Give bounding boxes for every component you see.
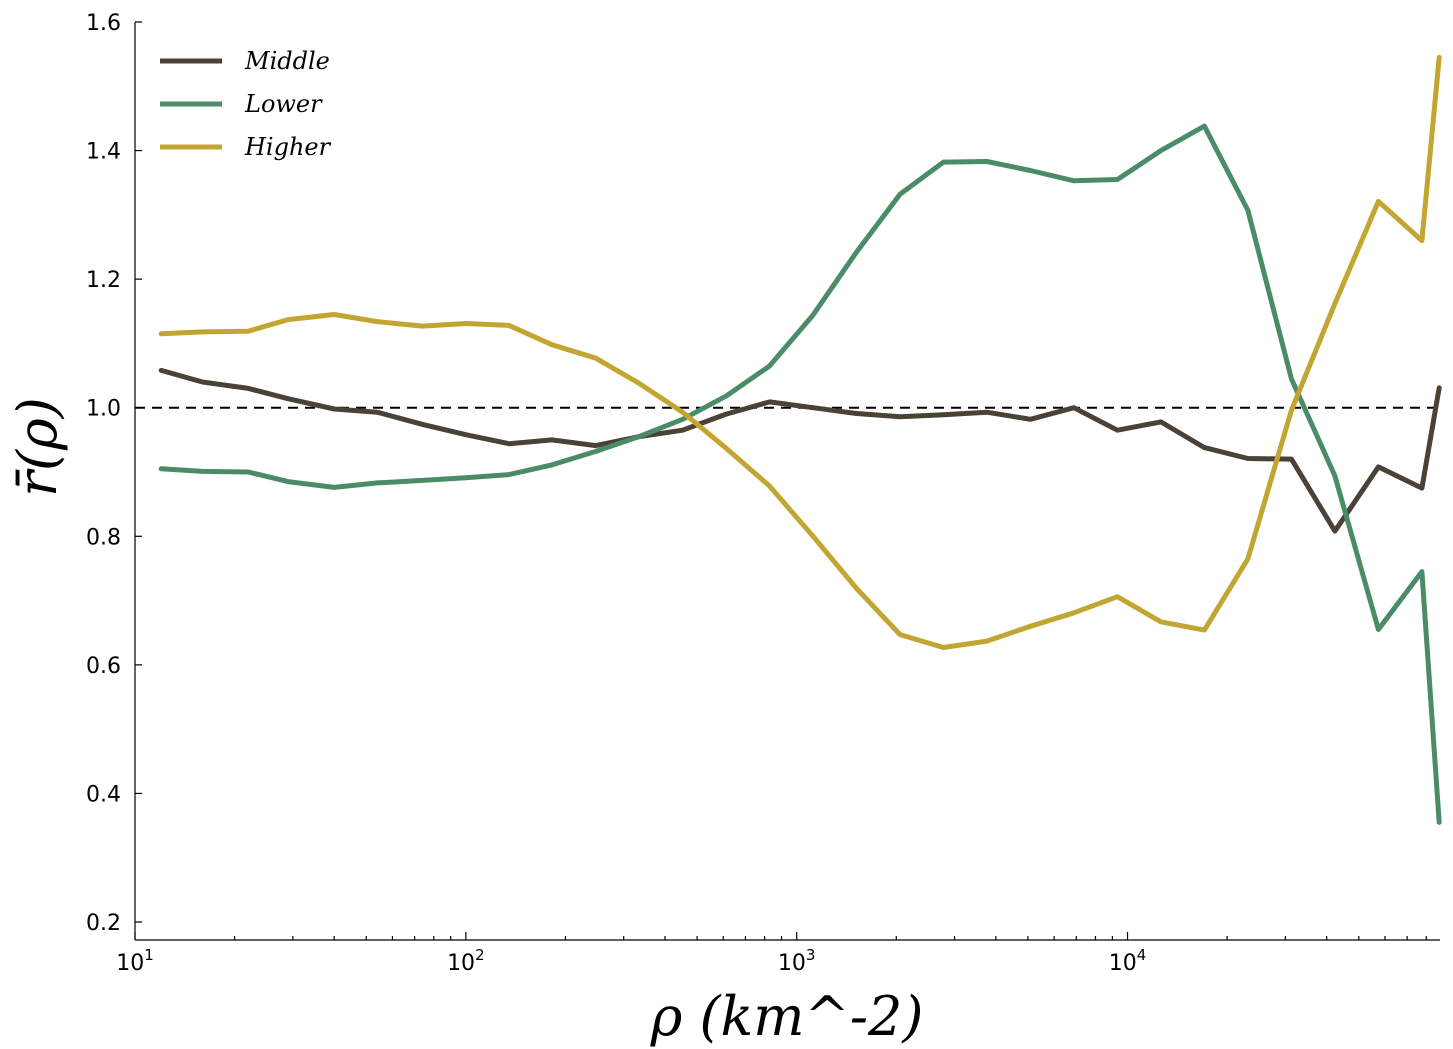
series-line-middle (158, 367, 1442, 534)
y-tick-label: 0.4 (86, 782, 121, 807)
x-tick-label: 101 (116, 946, 154, 976)
x-tick-exponent: 2 (475, 946, 485, 964)
series-line-lower (158, 123, 1442, 825)
x-tick-exponent: 1 (144, 946, 154, 964)
x-tick-exponent: 3 (806, 946, 816, 964)
legend-label-higher: Higher (244, 133, 332, 161)
x-axis-title: ρ (km^-2) (650, 985, 924, 1048)
x-tick-base: 10 (116, 951, 144, 976)
y-tick-label: 0.8 (86, 525, 121, 550)
x-tick-label: 104 (1109, 946, 1147, 976)
y-tick-label: 0.2 (86, 911, 121, 936)
x-tick-base: 10 (447, 951, 475, 976)
y-tick-label: 1.4 (86, 140, 121, 165)
series-line-higher (158, 54, 1442, 650)
x-tick-label: 102 (447, 946, 485, 976)
x-tick-base: 10 (1109, 951, 1137, 976)
x-tick-label: 103 (778, 946, 816, 976)
y-tick-label: 1.6 (86, 11, 121, 36)
series-layer (158, 54, 1442, 825)
legend-label-lower: Lower (244, 90, 323, 118)
y-axis-title: r̄(ρ) (6, 397, 69, 497)
y-tick-label: 1.2 (86, 268, 121, 293)
y-ticks: 0.2 0.4 0.6 0.8 1.0 1.2 1.4 1.6 (86, 11, 142, 936)
x-tick-base: 10 (778, 951, 806, 976)
axes (134, 22, 1440, 941)
legend: Middle Lower Higher (160, 47, 332, 161)
y-tick-label: 0.6 (86, 654, 121, 679)
x-ticks: 101 102 103 104 (116, 932, 1427, 976)
x-tick-exponent: 4 (1137, 946, 1147, 964)
legend-label-middle: Middle (244, 47, 330, 75)
y-tick-label: 1.0 (86, 397, 121, 422)
